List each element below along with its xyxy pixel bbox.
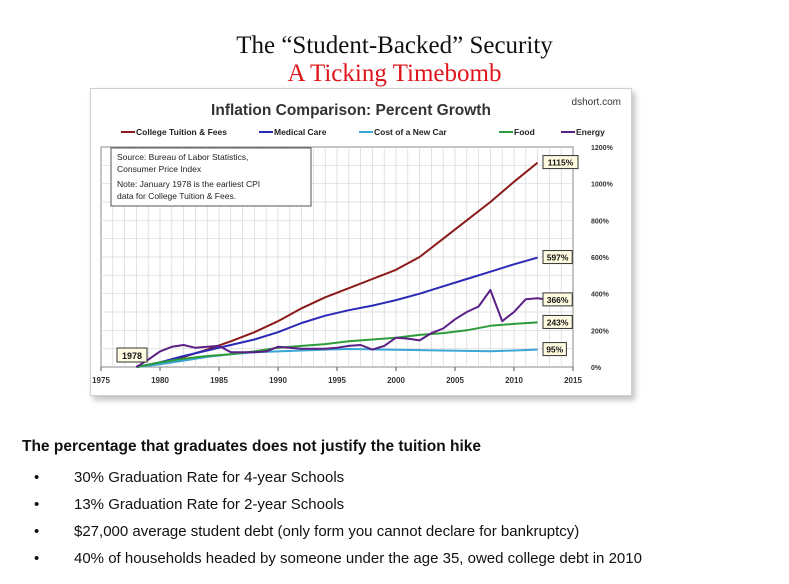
bullet-text: 30% Graduation Rate for 4-year Schools xyxy=(74,469,345,486)
x-tick-label: 1975 xyxy=(92,376,110,385)
x-tick-label: 2010 xyxy=(505,376,523,385)
end-label: 1115% xyxy=(542,155,579,170)
end-label: 95% xyxy=(542,342,567,357)
x-axis: 1975 1980 1985 1990 1995 2000 2005 2010 2015 xyxy=(92,367,582,385)
slide-subtitle: A Ticking Timebomb xyxy=(287,60,502,87)
note-line: Consumer Price Index xyxy=(117,164,202,174)
x-tick-label: 1985 xyxy=(210,376,228,385)
legend-label: Food xyxy=(514,127,535,137)
bullet-dot: • xyxy=(34,523,40,540)
series-line xyxy=(136,348,538,368)
y-tick-label: 1200% xyxy=(591,145,614,152)
end-label-box xyxy=(542,292,573,307)
bullet-list: • 30% Graduation Rate for 4-year Schools… xyxy=(34,467,642,575)
series-line xyxy=(135,289,550,368)
legend-item: Cost of a New Car xyxy=(359,127,447,137)
y-tick-label: 200% xyxy=(591,328,610,335)
bullet-text: 13% Graduation Rate for 2-year Schools xyxy=(74,496,345,513)
x-tick-label: 2015 xyxy=(564,376,582,385)
bullet-dot: • xyxy=(34,496,40,513)
x-tick-label: 1990 xyxy=(269,376,287,385)
caption: The percentage that graduates does not j… xyxy=(22,438,482,455)
y-tick-label: 800% xyxy=(591,218,610,225)
end-label-box xyxy=(542,250,573,265)
end-label-text: 366% xyxy=(547,295,569,305)
chart-title: Inflation Comparison: Percent Growth xyxy=(211,102,491,119)
note-line: data for College Tuition & Fees. xyxy=(117,191,236,201)
slide-title: The “Student-Backed” Security xyxy=(236,32,553,59)
chart-series-group xyxy=(135,161,550,368)
x-tick-label: 1995 xyxy=(328,376,346,385)
y-tick-label: 1000% xyxy=(591,182,614,189)
legend-label: Medical Care xyxy=(274,127,327,137)
legend-label: College Tuition & Fees xyxy=(136,127,227,137)
bullet-text: $27,000 average student debt (only form … xyxy=(74,523,580,540)
start-marker: 1978 xyxy=(116,347,148,363)
end-label-text: 597% xyxy=(547,253,569,263)
bullet-item: • 30% Graduation Rate for 4-year Schools xyxy=(34,467,642,494)
note-box: Source: Bureau of Labor Statistics, Cons… xyxy=(110,147,312,207)
series-line xyxy=(136,256,538,368)
end-label-box xyxy=(542,155,579,170)
bullet-dot: • xyxy=(34,550,40,567)
x-tick-label: 2005 xyxy=(446,376,464,385)
bullet-item: • 40% of households headed by someone un… xyxy=(34,548,642,575)
end-label-text: 95% xyxy=(546,345,563,355)
bullet-item: • $27,000 average student debt (only for… xyxy=(34,521,642,548)
legend-item: Energy xyxy=(561,127,605,137)
end-label: 597% xyxy=(542,250,573,265)
end-label-text: 243% xyxy=(547,317,569,327)
y-axis: 0% 200% 400% 600% 800% 1000% 1200% xyxy=(591,145,614,372)
legend-label: Cost of a New Car xyxy=(374,127,447,137)
end-label: 243% xyxy=(542,314,573,329)
chart-frame: Inflation Comparison: Percent Growth dsh… xyxy=(90,88,632,396)
line-chart: Inflation Comparison: Percent Growth dsh… xyxy=(92,97,621,385)
end-label-text: 1115% xyxy=(548,158,574,168)
bullet-dot: • xyxy=(34,469,40,486)
x-tick-label: 2000 xyxy=(387,376,405,385)
note-line: Source: Bureau of Labor Statistics, xyxy=(117,152,248,162)
chart-watermark: dshort.com xyxy=(572,97,621,108)
y-tick-label: 600% xyxy=(591,255,610,262)
x-tick-label: 1980 xyxy=(151,376,169,385)
legend-label: Energy xyxy=(576,127,605,137)
legend-item: Food xyxy=(499,127,535,137)
note-line: Note: January 1978 is the earliest CPI xyxy=(117,179,260,189)
end-label-box xyxy=(542,314,573,329)
end-labels: 1115% 597% 95% 243% 366% xyxy=(542,155,579,357)
legend-item: College Tuition & Fees xyxy=(121,127,227,137)
y-tick-label: 400% xyxy=(591,292,610,299)
chart-legend: College Tuition & Fees Medical Care Cost o… xyxy=(121,127,605,137)
series-line xyxy=(136,321,538,368)
end-label-box xyxy=(542,342,567,357)
y-tick-label: 0% xyxy=(591,365,602,372)
start-marker-label: 1978 xyxy=(122,351,142,361)
bullet-item: • 13% Graduation Rate for 2-year Schools xyxy=(34,494,642,521)
bullet-text: 40% of households headed by someone unde… xyxy=(74,550,642,567)
legend-item: Medical Care xyxy=(259,127,327,137)
end-label: 366% xyxy=(542,292,573,307)
